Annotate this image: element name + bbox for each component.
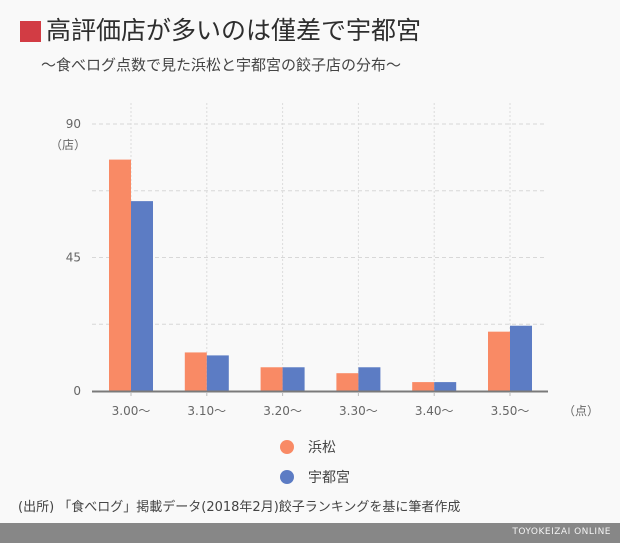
bars [109,159,532,391]
chart-title: 高評価店が多いのは僅差で宇都宮 [46,16,422,45]
chart-subtitle: 〜食べログ点数で見た浜松と宇都宮の餃子店の分布〜 [41,56,402,74]
legend: 浜松 宇都宮 [280,437,350,497]
bar-hamamatsu [488,331,510,391]
bar-utsunomiya [131,201,153,391]
brand-label: TOYOKEIZAI ONLINE [512,527,611,537]
source-note: (出所) 「食べログ」掲載データ(2018年2月)餃子ランキングを基に筆者作成 [18,500,461,515]
bar-hamamatsu [412,382,435,391]
bar-utsunomiya [358,367,381,391]
bar-hamamatsu [184,352,207,391]
x-tick-label: 3.20〜 [263,404,302,418]
y-tick-label: 45 [66,251,81,265]
bar-utsunomiya [510,325,532,391]
title-block: 高評価店が多いのは僅差で宇都宮 [20,14,421,48]
bar-hamamatsu [336,373,359,391]
legend-label: 浜松 [308,440,336,456]
legend-label: 宇都宮 [308,470,350,486]
bar-hamamatsu [109,159,131,391]
x-tick-label: 3.30〜 [339,404,378,418]
y-axis-label: （店） [50,138,86,152]
x-tick-label: 3.00〜 [112,404,151,418]
bar-hamamatsu [260,367,283,391]
bar-utsunomiya [206,355,229,391]
tick-labels: 3.00〜 3.10〜 3.20〜 3.30〜 3.40〜 3.50〜 （点） 0 45 90 （店… [50,117,599,418]
grid-lines [92,103,545,391]
y-tick-label: 0 [73,384,81,398]
x-tick-label: 3.50〜 [491,404,530,418]
bar-utsunomiya [282,367,305,391]
legend-dot-icon [280,470,294,484]
bar-chart: 3.00〜 3.10〜 3.20〜 3.30〜 3.40〜 3.50〜 （点） 0 45 90 （店… [50,103,599,418]
title-marker-icon [20,20,41,42]
bar-utsunomiya [434,382,457,391]
x-tick-label: 3.40〜 [415,404,454,418]
axes [92,390,548,396]
x-axis-label: （点） [563,404,599,418]
x-tick-label: 3.10〜 [187,404,226,418]
legend-item-hamamatsu: 浜松 [280,437,350,457]
legend-dot-icon [280,440,294,454]
footer-bar: TOYOKEIZAI ONLINE [0,523,620,543]
y-tick-label: 90 [66,117,81,131]
legend-item-utsunomiya: 宇都宮 [280,467,350,487]
